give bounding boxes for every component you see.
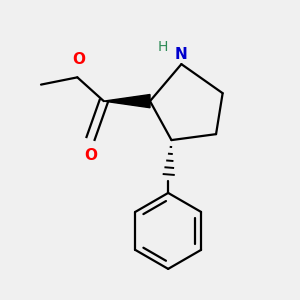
Text: O: O bbox=[84, 148, 97, 163]
Text: N: N bbox=[175, 47, 188, 62]
Text: O: O bbox=[73, 52, 85, 67]
Polygon shape bbox=[104, 94, 150, 108]
Text: H: H bbox=[158, 40, 168, 54]
